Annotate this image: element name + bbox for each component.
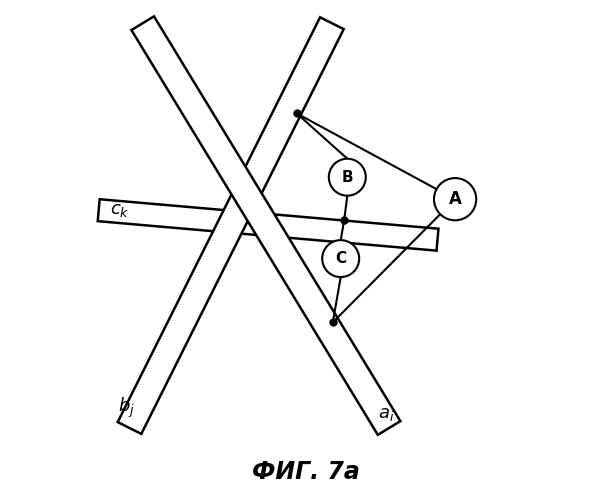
Text: B: B	[342, 170, 353, 184]
Text: A: A	[448, 190, 461, 208]
Circle shape	[322, 240, 359, 277]
Polygon shape	[131, 16, 400, 435]
Text: $c_k$: $c_k$	[110, 201, 130, 219]
Polygon shape	[118, 18, 344, 434]
Text: ФИГ. 7а: ФИГ. 7а	[252, 460, 359, 484]
Text: $b_j$: $b_j$	[119, 396, 136, 420]
Polygon shape	[98, 199, 439, 250]
Text: $a_i$: $a_i$	[378, 405, 395, 423]
Circle shape	[329, 158, 366, 196]
Text: C: C	[335, 251, 346, 266]
Circle shape	[434, 178, 476, 220]
